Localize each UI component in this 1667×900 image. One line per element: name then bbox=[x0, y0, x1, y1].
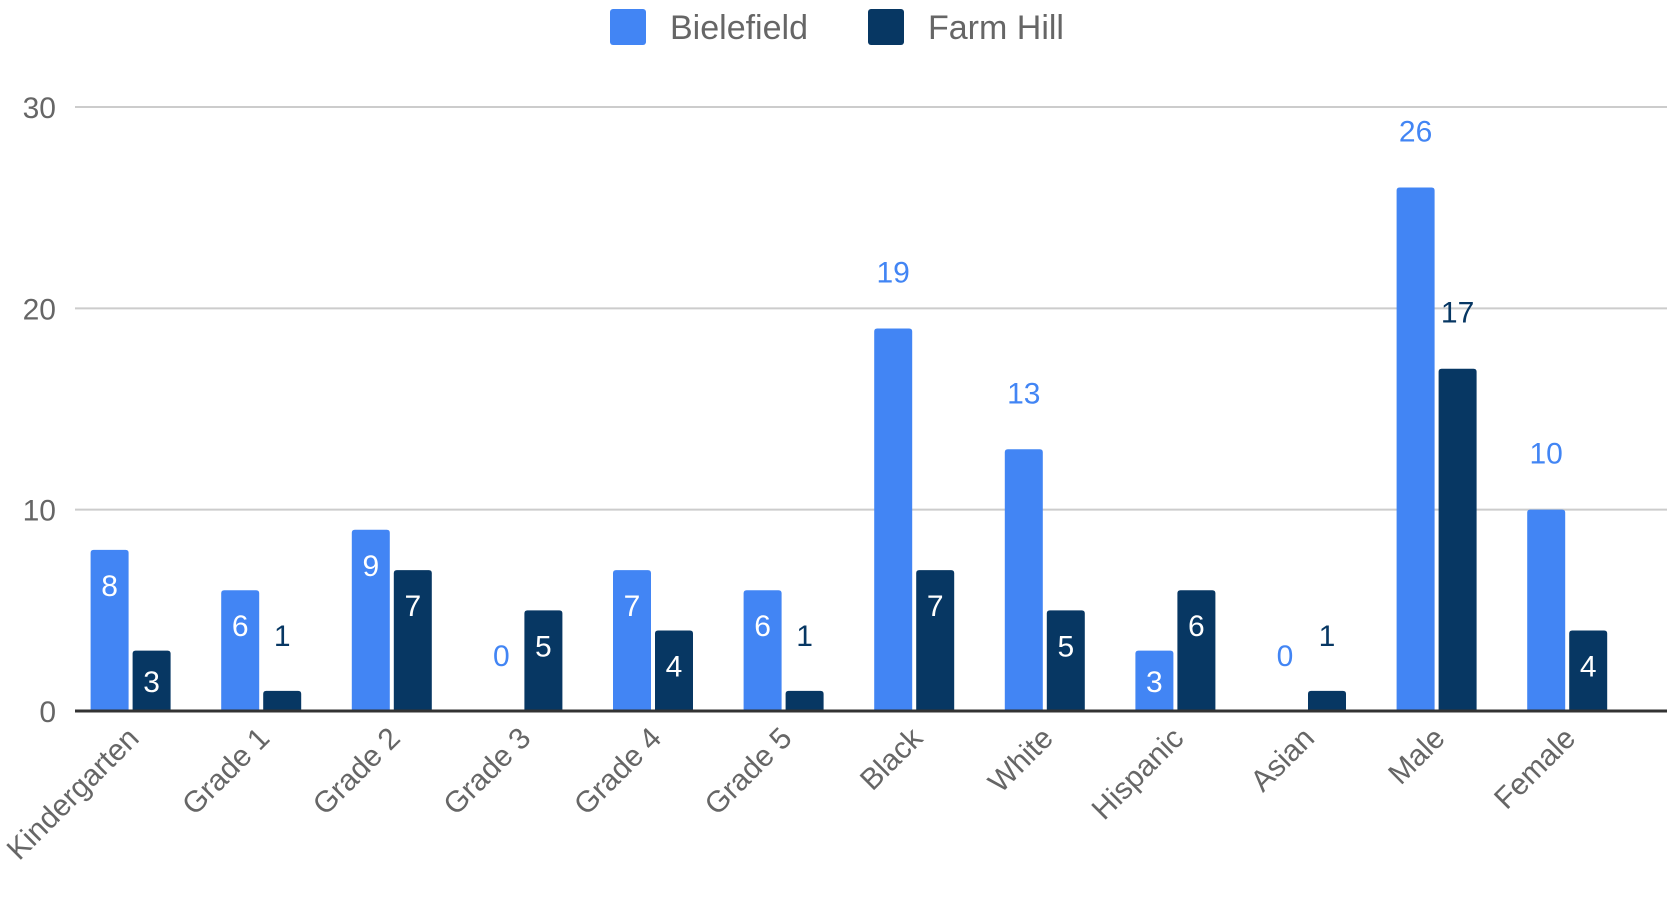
legend-swatch-bielefield bbox=[610, 9, 646, 45]
data-label-bielefield-female: 10 bbox=[1530, 438, 1563, 471]
data-label-bielefield-male: 26 bbox=[1399, 116, 1432, 149]
bar-bielefield-white bbox=[1004, 449, 1043, 711]
bar-farm-hill-kindergarten bbox=[132, 650, 171, 711]
x-tick-label-black: Black bbox=[854, 721, 930, 797]
bar-bielefield-hispanic bbox=[1135, 650, 1174, 711]
data-label-bielefield-grade-5: 6 bbox=[754, 610, 771, 643]
y-tick-label-0: 0 bbox=[39, 696, 56, 729]
x-tick-label-asian: Asian bbox=[1245, 722, 1321, 798]
data-label-bielefield-hispanic: 3 bbox=[1146, 666, 1163, 699]
data-label-farm-hill-male: 17 bbox=[1441, 297, 1474, 330]
bar-farm-hill-hispanic bbox=[1177, 590, 1216, 711]
bar-bielefield-grade-2 bbox=[351, 529, 390, 711]
x-tick-label-grade-4: Grade 4 bbox=[568, 722, 668, 822]
data-label-farm-hill-kindergarten: 3 bbox=[143, 666, 160, 699]
data-label-farm-hill-female: 4 bbox=[1580, 650, 1597, 683]
data-label-bielefield-white: 13 bbox=[1007, 377, 1040, 410]
data-label-bielefield-grade-4: 7 bbox=[624, 590, 641, 623]
bar-farm-hill-female bbox=[1569, 630, 1608, 711]
x-axis: Kindergarten Grade 1 Grade 2 Grade 3 Grade 4… bbox=[1, 709, 1667, 867]
x-tick-label-female: Female bbox=[1488, 722, 1582, 816]
bar-bielefield-kindergarten bbox=[90, 549, 129, 711]
x-tick-label-grade-2: Grade 2 bbox=[307, 722, 407, 822]
data-label-farm-hill-grade-3: 5 bbox=[535, 630, 552, 663]
data-label-bielefield-grade-1: 6 bbox=[232, 610, 249, 643]
data-label-bielefield-grade-3: 0 bbox=[493, 640, 510, 673]
data-label-farm-hill-grade-1: 1 bbox=[274, 620, 291, 653]
bar-bielefield-grade-5 bbox=[743, 590, 782, 711]
legend-label-bielefield: Bielefield bbox=[670, 9, 808, 47]
bar-farm-hill-asian bbox=[1308, 690, 1346, 711]
bar-farm-hill-grade-1 bbox=[263, 690, 302, 711]
x-tick-label-hispanic: Hispanic bbox=[1086, 722, 1191, 827]
bar-farm-hill-grade-3 bbox=[524, 610, 563, 711]
data-label-farm-hill-grade-2: 7 bbox=[404, 590, 421, 623]
data-label-farm-hill-black: 7 bbox=[927, 590, 944, 623]
bar-farm-hill-grade-2 bbox=[393, 570, 432, 711]
data-label-farm-hill-white: 5 bbox=[1057, 630, 1074, 663]
x-tick-label-grade-1: Grade 1 bbox=[176, 722, 276, 822]
y-tick-label-20: 20 bbox=[23, 293, 56, 326]
data-label-farm-hill-asian: 1 bbox=[1319, 620, 1336, 653]
x-tick-label-kindergarten: Kindergarten bbox=[1, 722, 146, 867]
y-tick-label-30: 30 bbox=[23, 92, 56, 125]
legend-swatch-farm-hill bbox=[868, 9, 904, 45]
x-tick-label-grade-5: Grade 5 bbox=[699, 722, 799, 822]
bar-farm-hill-grade-4 bbox=[655, 630, 693, 711]
chart-legend: Bielefield Farm Hill bbox=[610, 9, 1064, 47]
x-tick-label-white: White bbox=[982, 722, 1060, 800]
data-label-bielefield-black: 19 bbox=[877, 256, 910, 289]
bar-farm-hill-black bbox=[916, 570, 955, 711]
data-label-bielefield-grade-2: 9 bbox=[362, 550, 379, 583]
data-label-farm-hill-hispanic: 6 bbox=[1188, 610, 1205, 643]
data-label-bielefield-asian: 0 bbox=[1277, 640, 1294, 673]
y-axis: 0 10 20 30 bbox=[23, 92, 56, 729]
bar-bielefield-black bbox=[874, 328, 913, 711]
legend-label-farm-hill: Farm Hill bbox=[928, 9, 1064, 47]
bar-farm-hill-grade-5 bbox=[785, 690, 824, 711]
bar-bielefield-female bbox=[1527, 509, 1566, 711]
bars bbox=[90, 187, 1608, 712]
y-tick-label-10: 10 bbox=[23, 495, 56, 528]
bar-bielefield-grade-4 bbox=[613, 570, 651, 711]
data-label-farm-hill-grade-5: 1 bbox=[796, 620, 813, 653]
bar-farm-hill-male bbox=[1438, 368, 1477, 711]
x-tick-label-male: Male bbox=[1382, 722, 1451, 791]
x-tick-label-grade-3: Grade 3 bbox=[437, 722, 537, 822]
bar-bielefield-grade-1 bbox=[221, 590, 260, 711]
data-label-farm-hill-grade-4: 4 bbox=[666, 650, 683, 683]
data-label-bielefield-kindergarten: 8 bbox=[101, 570, 118, 603]
bar-bielefield-male bbox=[1396, 187, 1435, 712]
bar-farm-hill-white bbox=[1046, 610, 1085, 711]
